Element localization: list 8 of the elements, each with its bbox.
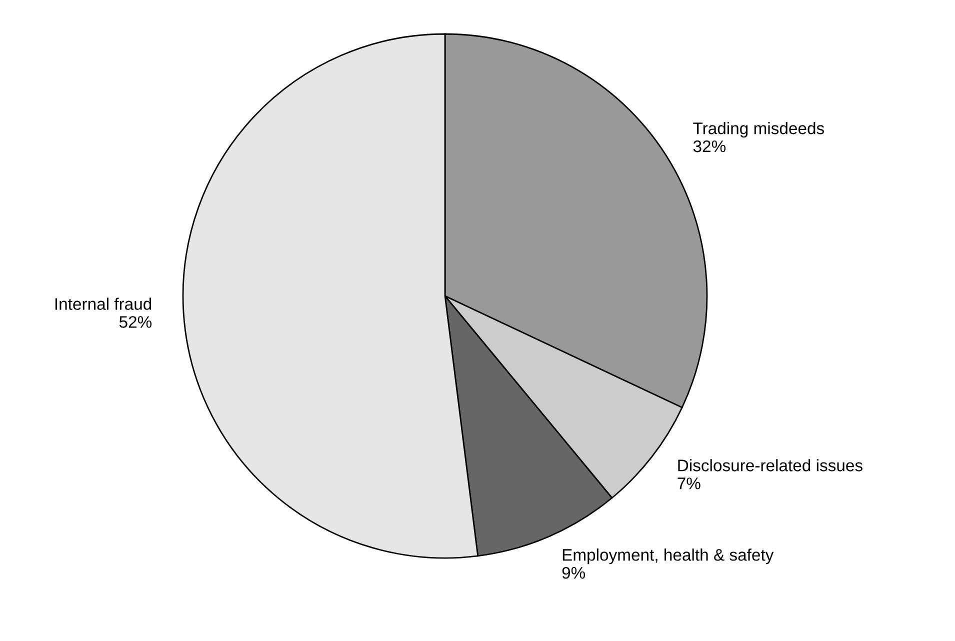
slice-label: Trading misdeeds <box>693 122 824 138</box>
data-label: 9% <box>562 566 586 579</box>
slice-label: Disclosure-related issues <box>678 459 862 472</box>
data-label: 32% <box>693 140 726 152</box>
data-label: 52% <box>119 316 152 328</box>
slice-label: Employment, health & safety <box>562 548 774 564</box>
data-label: 7% <box>678 478 700 490</box>
slice-label: Internal fraud <box>55 298 152 310</box>
